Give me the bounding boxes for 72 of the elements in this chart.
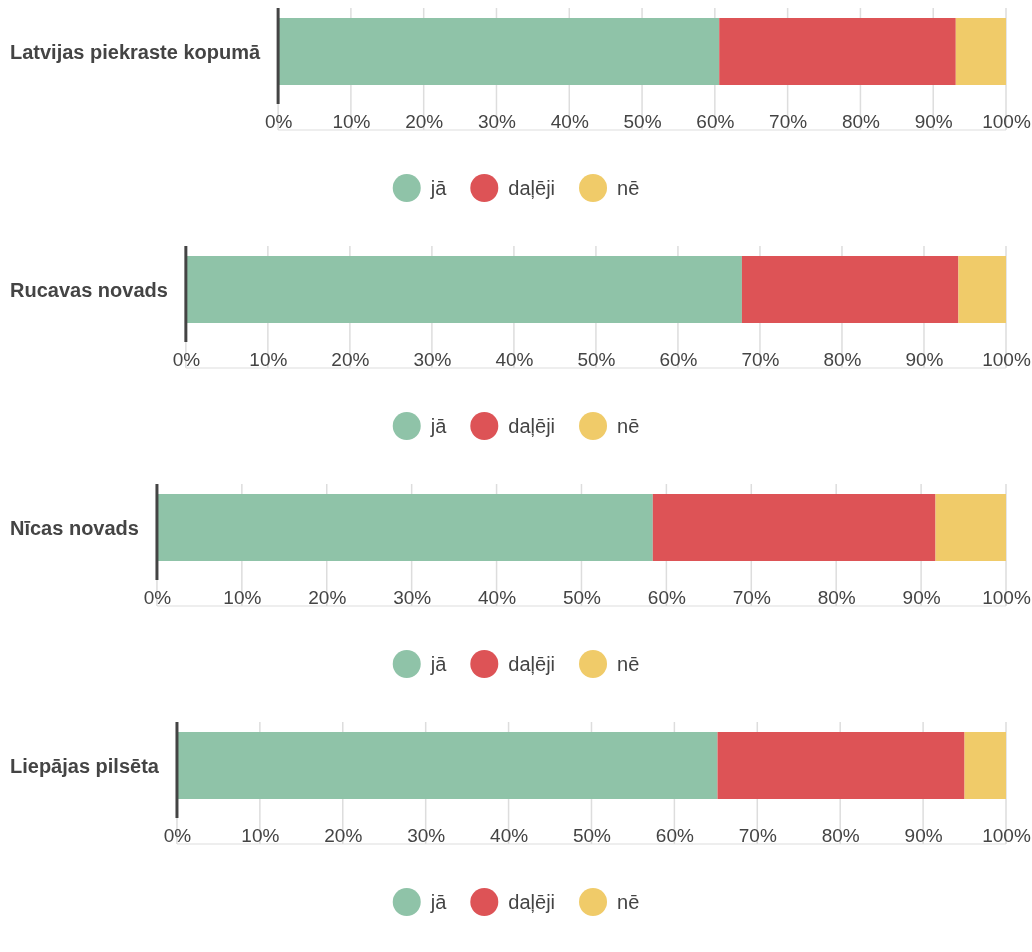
x-tick-label: 10% (241, 824, 280, 846)
x-tick-label: 80% (817, 586, 856, 608)
x-tick-label: 50% (562, 586, 602, 608)
bar (719, 18, 956, 85)
x-tick-label: 30% (393, 586, 432, 608)
y-tick-label: Rucavas novads (10, 278, 168, 301)
x-tick-label: 0% (172, 348, 201, 370)
legend-label: nē (617, 653, 640, 675)
x-tick-label: 100% (982, 586, 1031, 608)
x-tick-label: 0% (264, 110, 293, 132)
bar (935, 494, 1006, 561)
x-tick-label: 50% (572, 824, 612, 846)
x-tick-label: 40% (495, 348, 534, 370)
x-tick-label: 20% (308, 586, 347, 608)
x-tick-label: 60% (655, 824, 695, 846)
legend-label: jā (429, 415, 448, 437)
bar (958, 256, 1006, 323)
x-tick-label: 80% (821, 824, 860, 846)
x-tick-label: 90% (904, 824, 943, 846)
x-tick-label: 60% (647, 586, 686, 608)
legend-label: daļēji (508, 653, 556, 675)
bar (278, 18, 720, 85)
x-tick-label: 90% (914, 110, 953, 132)
bar (964, 732, 1006, 799)
x-tick-label: 0% (143, 586, 172, 608)
x-tick-label: 70% (732, 586, 771, 608)
x-tick-label: 40% (478, 586, 517, 608)
x-tick-label: 70% (769, 110, 808, 132)
bar (717, 732, 965, 799)
x-tick-label: 0% (163, 824, 192, 846)
x-tick-label: 90% (905, 348, 944, 370)
legend-label: nē (617, 891, 640, 913)
y-tick-label: Nīcas novads (10, 516, 139, 539)
bar (156, 494, 653, 561)
bar (741, 256, 959, 323)
legend-label: nē (617, 415, 640, 437)
x-tick-label: 100% (982, 110, 1031, 132)
legend-label: jā (429, 177, 448, 199)
legend-label: daļēji (508, 891, 556, 913)
x-tick-label: 40% (550, 110, 589, 132)
x-tick-label: 30% (477, 110, 517, 132)
x-tick-label: 100% (982, 824, 1031, 846)
bar (176, 732, 718, 799)
bar (185, 256, 742, 323)
legend-label: daļēji (508, 177, 556, 199)
x-tick-label: 50% (623, 110, 662, 132)
x-tick-label: 100% (982, 348, 1031, 370)
y-tick-label: Liepājas pilsēta (10, 754, 160, 777)
bar (955, 18, 1006, 85)
x-tick-label: 10% (223, 586, 262, 608)
x-tick-label: 20% (331, 348, 370, 370)
legend-label: nē (617, 177, 640, 199)
x-tick-label: 60% (696, 110, 735, 132)
x-tick-label: 30% (413, 348, 452, 370)
x-tick-label: 70% (741, 348, 780, 370)
x-tick-label: 10% (249, 348, 288, 370)
x-tick-label: 90% (902, 586, 941, 608)
legend-label: jā (429, 653, 448, 675)
x-tick-label: 40% (490, 824, 529, 846)
x-tick-label: 80% (823, 348, 862, 370)
legend-label: jā (429, 891, 448, 913)
bar (652, 494, 936, 561)
x-tick-label: 60% (659, 348, 698, 370)
legend-label: daļēji (508, 415, 556, 437)
x-tick-label: 10% (332, 110, 371, 132)
x-tick-label: 20% (405, 110, 444, 132)
x-tick-label: 20% (324, 824, 363, 846)
y-tick-label: Latvijas piekraste kopumā (10, 40, 261, 63)
x-tick-label: 30% (407, 824, 446, 846)
x-tick-label: 50% (577, 348, 616, 370)
x-tick-label: 80% (841, 110, 881, 132)
x-tick-label: 70% (738, 824, 777, 846)
